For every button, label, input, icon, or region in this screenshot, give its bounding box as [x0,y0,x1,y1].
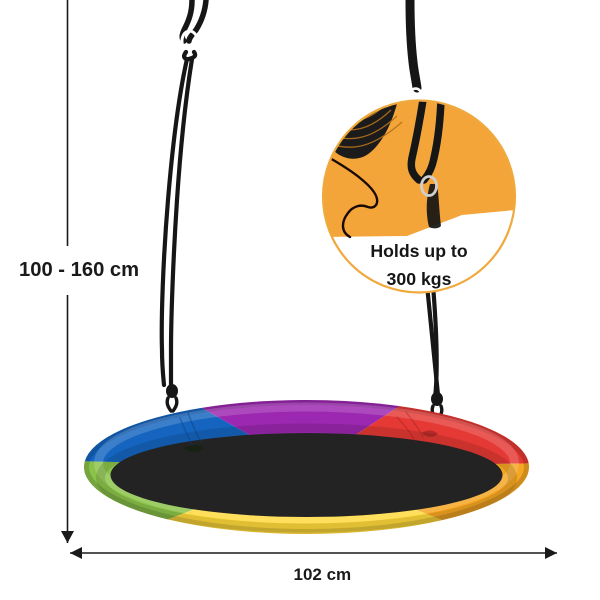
svg-text:Holds up to: Holds up to [370,241,467,261]
svg-text:100 - 160 cm: 100 - 160 cm [19,259,139,281]
svg-text:300 kgs: 300 kgs [387,269,452,289]
svg-text:102 cm: 102 cm [294,565,352,584]
